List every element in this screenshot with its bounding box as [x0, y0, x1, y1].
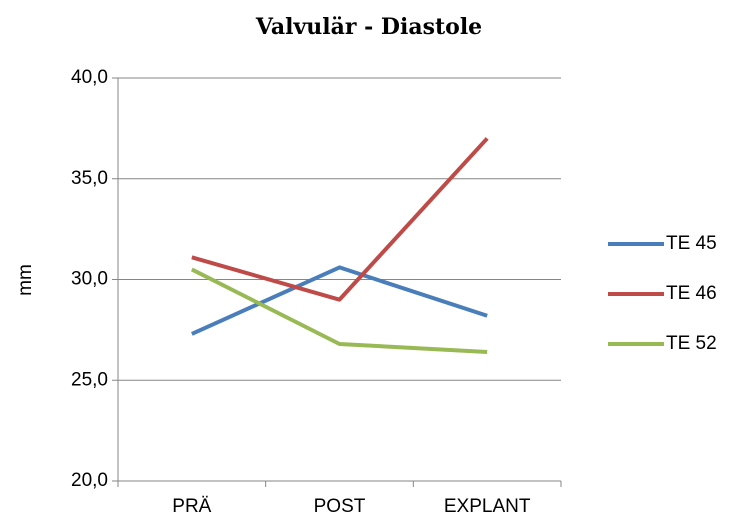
series-line — [190, 267, 488, 355]
y-tick-label: 40,0 — [71, 67, 108, 88]
y-tick-label: 25,0 — [71, 369, 108, 390]
y-tick-label: 30,0 — [71, 269, 108, 290]
x-tick-label: EXPLANT — [444, 496, 531, 517]
legend-label: TE 45 — [666, 233, 717, 254]
legend-label: TE 46 — [666, 283, 717, 304]
y-tick-label: 20,0 — [71, 470, 108, 491]
y-tick-label: 35,0 — [71, 168, 108, 189]
series-line — [191, 265, 488, 336]
y-axis-label: mm — [15, 264, 36, 296]
legend-label: TE 52 — [666, 333, 717, 354]
x-tick-label: PRÄ — [172, 496, 211, 517]
series-line — [191, 137, 489, 302]
x-tick-label: POST — [314, 496, 366, 517]
chart-title: Valvulär - Diastole — [255, 14, 482, 40]
